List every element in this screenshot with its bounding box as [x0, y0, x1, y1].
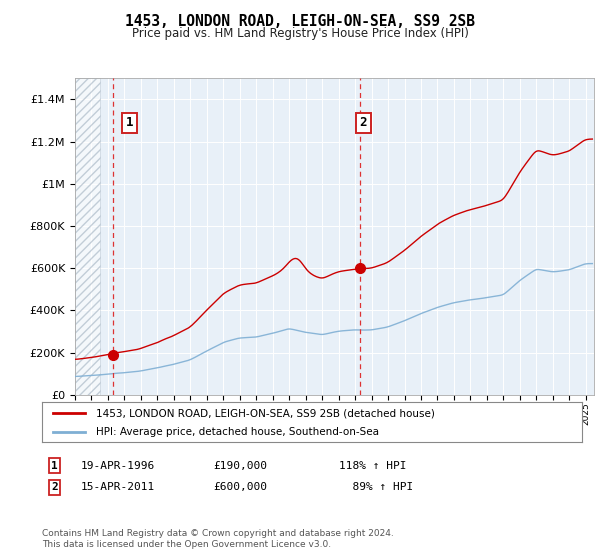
Text: HPI: Average price, detached house, Southend-on-Sea: HPI: Average price, detached house, Sout…	[96, 427, 379, 437]
Text: 89% ↑ HPI: 89% ↑ HPI	[339, 482, 413, 492]
Text: 15-APR-2011: 15-APR-2011	[81, 482, 155, 492]
Text: £190,000: £190,000	[213, 461, 267, 471]
Text: 2: 2	[51, 482, 58, 492]
Text: 1453, LONDON ROAD, LEIGH-ON-SEA, SS9 2SB (detached house): 1453, LONDON ROAD, LEIGH-ON-SEA, SS9 2SB…	[96, 408, 435, 418]
Text: Price paid vs. HM Land Registry's House Price Index (HPI): Price paid vs. HM Land Registry's House …	[131, 27, 469, 40]
Text: 1453, LONDON ROAD, LEIGH-ON-SEA, SS9 2SB: 1453, LONDON ROAD, LEIGH-ON-SEA, SS9 2SB	[125, 14, 475, 29]
Text: £600,000: £600,000	[213, 482, 267, 492]
Text: 118% ↑ HPI: 118% ↑ HPI	[339, 461, 407, 471]
Text: 1: 1	[125, 116, 133, 129]
Text: Contains HM Land Registry data © Crown copyright and database right 2024.
This d: Contains HM Land Registry data © Crown c…	[42, 529, 394, 549]
Text: 1: 1	[51, 461, 58, 471]
Text: 2: 2	[359, 116, 367, 129]
Text: 19-APR-1996: 19-APR-1996	[81, 461, 155, 471]
